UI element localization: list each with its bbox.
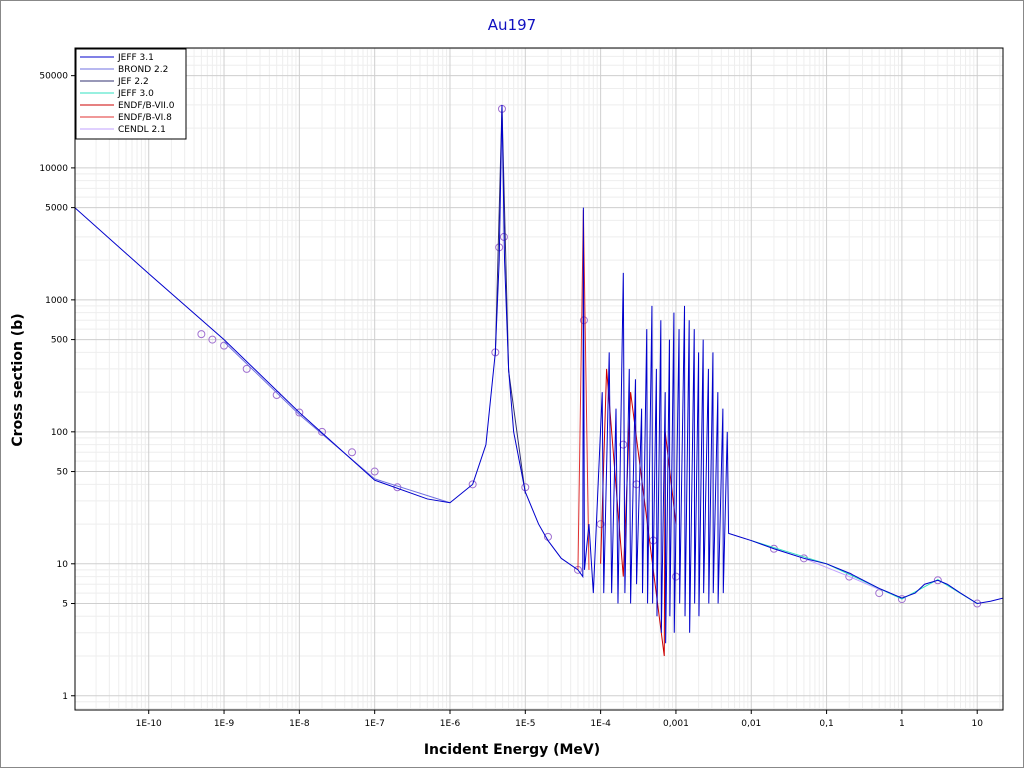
chart-title: Au197 — [488, 16, 536, 34]
series-group — [75, 104, 1003, 657]
x-tick-label: 0,001 — [663, 719, 689, 729]
plot-border — [74, 47, 1004, 711]
x-axis-label: Incident Energy (MeV) — [424, 742, 600, 758]
x-tick-label: 1E-5 — [515, 719, 535, 729]
y-tick-label: 1 — [62, 692, 68, 702]
x-tick-label: 1E-9 — [214, 719, 235, 729]
data-point — [875, 589, 884, 598]
y-tick-label: 50 — [57, 468, 69, 478]
x-tick-label: 0,01 — [741, 719, 761, 729]
data-point — [272, 391, 281, 400]
x-tick-label: 1 — [899, 719, 905, 729]
data-point — [973, 599, 982, 608]
x-tick-label: 10 — [971, 719, 983, 729]
data-point — [347, 448, 356, 457]
legend-box — [75, 48, 187, 140]
y-axis-label: Cross section (b) — [10, 313, 26, 446]
legend-label: CENDL 2.1 — [118, 125, 166, 135]
legend-label: JEFF 3.1 — [117, 53, 154, 63]
legend-label: JEF 2.2 — [117, 77, 149, 87]
series-line — [751, 540, 978, 604]
x-tick-label: 1E-6 — [440, 719, 461, 729]
y-tick-label: 500 — [51, 336, 68, 346]
data-point — [197, 330, 206, 339]
y-tick-label: 5 — [62, 600, 68, 610]
legend-label: JEFF 3.0 — [117, 89, 154, 99]
data-point — [596, 520, 605, 529]
data-point — [295, 408, 304, 417]
x-tick-label: 1E-4 — [590, 719, 611, 729]
data-point — [933, 576, 942, 585]
y-tick-label: 1000 — [45, 296, 68, 306]
data-point — [208, 335, 217, 344]
y-tick-label: 10 — [57, 560, 69, 570]
x-tick-label: 1E-8 — [289, 719, 310, 729]
data-point — [619, 440, 628, 449]
plot-area — [75, 48, 1003, 710]
y-tick-label: 10000 — [39, 164, 68, 174]
y-tick-label: 100 — [51, 428, 68, 438]
y-tick-label: 5000 — [45, 204, 68, 214]
data-point — [468, 480, 477, 489]
data-point — [242, 364, 251, 373]
series-line — [75, 104, 1003, 644]
x-tick-label: 1E-10 — [136, 719, 162, 729]
data-point — [897, 595, 906, 604]
series-line — [494, 106, 526, 494]
legend-label: ENDF/B-VI.8 — [118, 113, 172, 123]
data-point — [318, 427, 327, 436]
x-tick-label: 0,1 — [819, 719, 833, 729]
legend-label: ENDF/B-VII.0 — [118, 101, 175, 111]
x-tick-label: 1E-7 — [364, 719, 384, 729]
y-tick-label: 50000 — [39, 72, 68, 82]
legend-label: BROND 2.2 — [118, 65, 168, 75]
data-point — [370, 467, 379, 476]
